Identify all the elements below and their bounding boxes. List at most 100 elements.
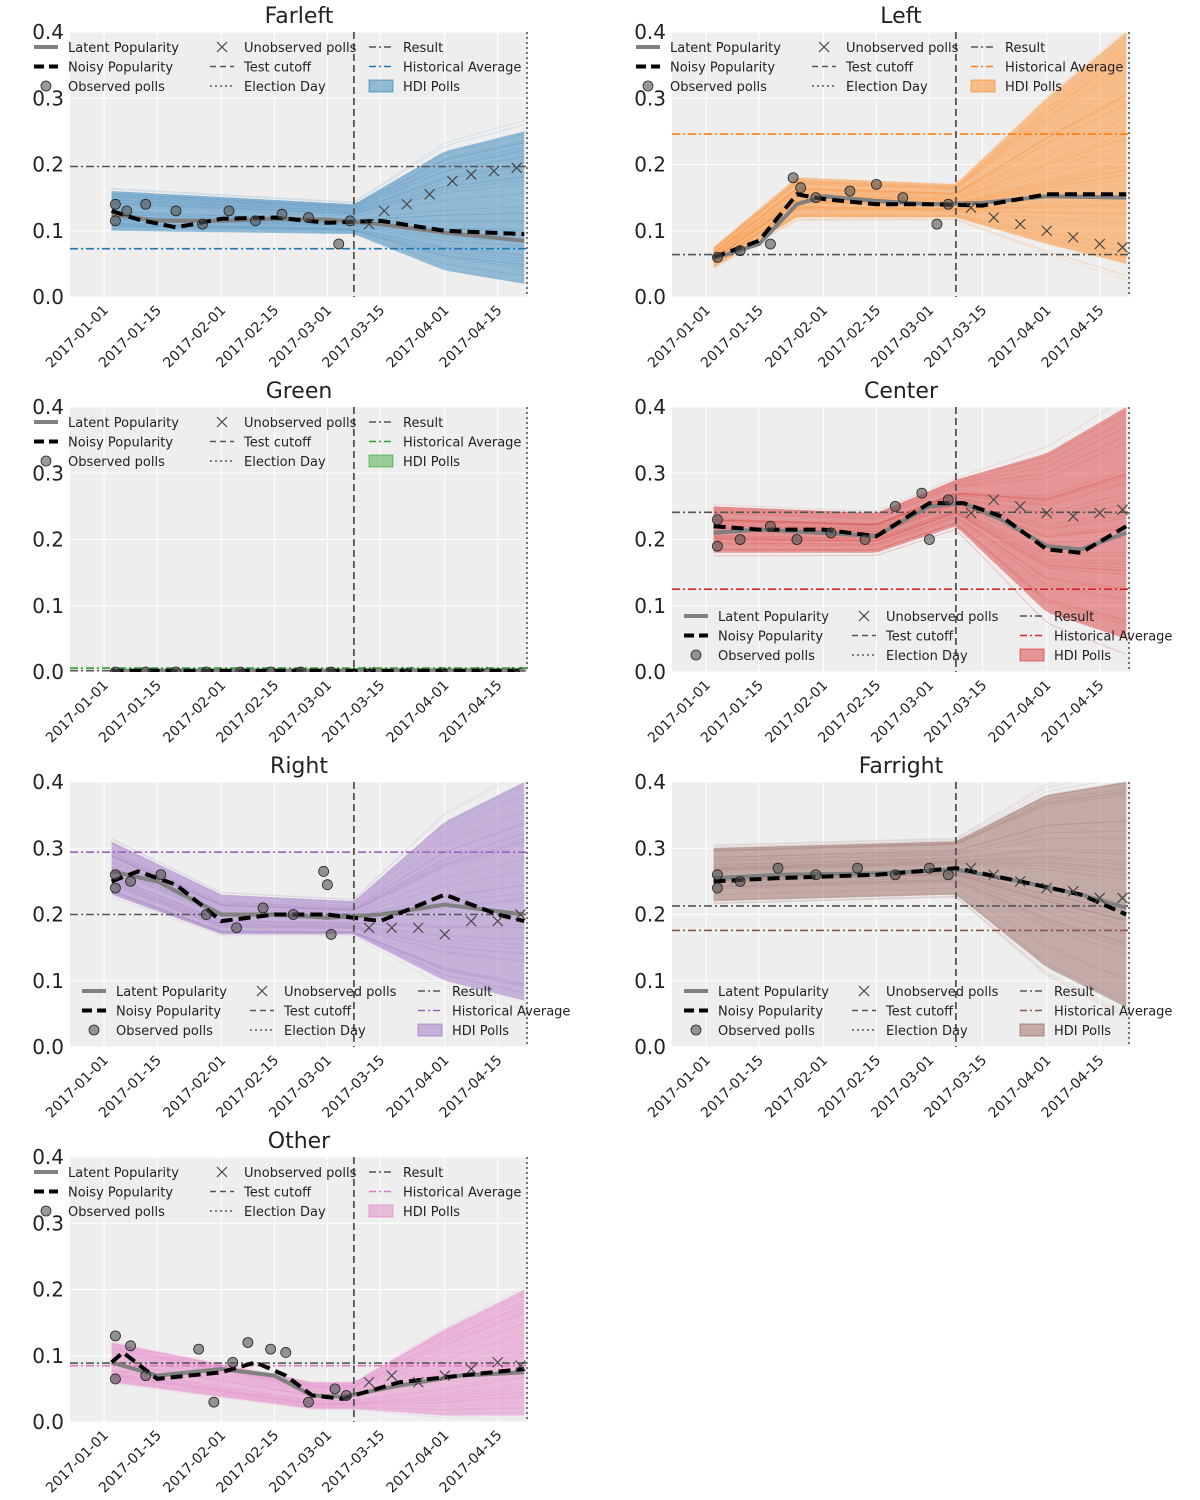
posterior-draw-line	[713, 873, 1127, 921]
unobserved-poll-point	[1117, 241, 1128, 253]
posterior-draw-line	[111, 223, 525, 260]
posterior-draw-line	[713, 880, 1127, 949]
plot-area	[70, 1286, 528, 1420]
legend-label-historical: Historical Average	[1054, 630, 1172, 645]
posterior-draw-line	[111, 890, 525, 987]
posterior-draw-line	[111, 876, 525, 929]
posterior-draw-line	[713, 123, 1127, 256]
posterior-draw-line	[713, 512, 1127, 572]
posterior-draw-line	[713, 782, 1060, 846]
unobserved-poll-point	[1067, 885, 1079, 897]
posterior-draw-line	[111, 183, 525, 216]
posterior-draw-line	[111, 880, 525, 946]
observed-poll-point	[897, 192, 909, 204]
latent-popularity-line	[111, 869, 525, 920]
posterior-draw-line	[713, 94, 1127, 254]
legend-label-latent: Latent Popularity	[718, 610, 829, 625]
unobserved-poll-point	[965, 507, 977, 519]
posterior-draw-line	[111, 1375, 525, 1406]
legend-label-election-day: Election Day	[244, 455, 326, 470]
unobserved-poll-point	[386, 1370, 398, 1382]
unobserved-poll-point	[363, 666, 375, 672]
observed-poll-point	[110, 666, 121, 672]
subplot-title: Center	[864, 379, 939, 404]
unobserved-poll-point	[401, 198, 413, 210]
observed-poll-point	[791, 534, 803, 545]
unobserved-poll-point	[1041, 882, 1053, 894]
observed-poll-point	[125, 1340, 136, 1352]
y-tick-label: 0.3	[634, 461, 666, 485]
legend-observed-handle	[690, 1024, 702, 1036]
observed-poll-point	[810, 869, 822, 881]
legend-observed-handle	[88, 1024, 100, 1036]
legend-label-latent: Latent Popularity	[68, 416, 179, 431]
observed-poll-point	[200, 909, 212, 920]
legend-unobserved-handle	[818, 41, 830, 53]
posterior-draw-line	[111, 1382, 525, 1420]
unobserved-poll-point	[492, 1356, 504, 1368]
unobserved-poll-point	[515, 1360, 526, 1372]
y-tick-label: 0.4	[634, 770, 666, 794]
legend-observed-handle	[40, 455, 52, 467]
plot-area	[70, 120, 528, 284]
posterior-draw-line	[713, 791, 1127, 851]
posterior-draw-line	[713, 791, 1127, 852]
observed-poll-point	[923, 534, 935, 545]
posterior-draw-line	[111, 1373, 525, 1404]
posterior-draw-line	[713, 522, 1127, 621]
legend-label-election-day: Election Day	[244, 80, 326, 95]
hdi-band	[713, 407, 1127, 639]
legend-label-noisy: Noisy Popularity	[68, 61, 173, 76]
posterior-draw-line	[713, 847, 1127, 865]
unobserved-poll-point	[1094, 238, 1106, 250]
unobserved-poll-point	[1117, 892, 1128, 904]
legend-label-observed: Observed polls	[68, 455, 165, 470]
posterior-draw-line	[713, 476, 1127, 526]
posterior-draw-line	[111, 881, 525, 950]
subplot-right: 0.00.10.20.30.42017-01-012017-01-152017-…	[32, 754, 570, 1121]
legend-label-test-cutoff: Test cutoff	[243, 61, 312, 76]
legend-label-hdi: HDI Polls	[452, 1024, 509, 1039]
posterior-draw-line	[111, 876, 525, 929]
unobserved-poll-point	[1014, 218, 1026, 230]
unobserved-poll-point	[515, 909, 526, 920]
posterior-draw-line	[713, 875, 1127, 927]
posterior-draw-line	[111, 156, 525, 210]
posterior-draw-line	[111, 222, 525, 257]
legend-label-election-day: Election Day	[846, 80, 928, 95]
legend-label-noisy: Noisy Popularity	[116, 1005, 221, 1020]
observed-poll-point	[170, 205, 182, 217]
unobserved-poll-point	[378, 205, 390, 217]
posterior-draw-line	[713, 887, 1127, 981]
posterior-draw-line	[111, 784, 525, 903]
legend-label-latent: Latent Popularity	[68, 41, 179, 56]
unobserved-poll-point	[412, 922, 424, 934]
legend-label-hdi: HDI Polls	[1005, 80, 1062, 95]
legend-label-unobserved: Unobserved polls	[244, 416, 357, 431]
observed-poll-point	[325, 928, 337, 940]
unobserved-poll-point	[412, 1376, 424, 1388]
legend-label-unobserved: Unobserved polls	[846, 41, 959, 56]
posterior-draw-line	[111, 1373, 525, 1404]
posterior-draw-line	[713, 512, 1127, 569]
posterior-draw-line	[713, 820, 1127, 858]
legend-unobserved-handle	[216, 416, 228, 428]
legend-label-result: Result	[1054, 610, 1094, 625]
y-tick-label: 0.4	[634, 395, 666, 419]
legend-hdi-handle	[417, 1023, 443, 1037]
observed-poll-point	[110, 882, 121, 894]
unobserved-poll-point	[439, 928, 451, 940]
observed-poll-point	[140, 198, 152, 210]
posterior-draw-line	[713, 506, 1127, 544]
legend-label-unobserved: Unobserved polls	[886, 985, 999, 1000]
posterior-draw-line	[713, 837, 1127, 862]
posterior-draw-line	[111, 890, 525, 985]
observed-poll-point	[295, 666, 307, 672]
posterior-draw-line	[111, 155, 525, 210]
legend: Latent Popularity Noisy Popularity Observe…	[34, 41, 521, 95]
posterior-draw-line	[713, 529, 1127, 655]
observed-poll-point	[193, 1343, 205, 1355]
observed-poll-point	[889, 869, 901, 881]
subplot-other: 0.00.10.20.30.42017-01-012017-01-152017-…	[32, 1129, 528, 1496]
